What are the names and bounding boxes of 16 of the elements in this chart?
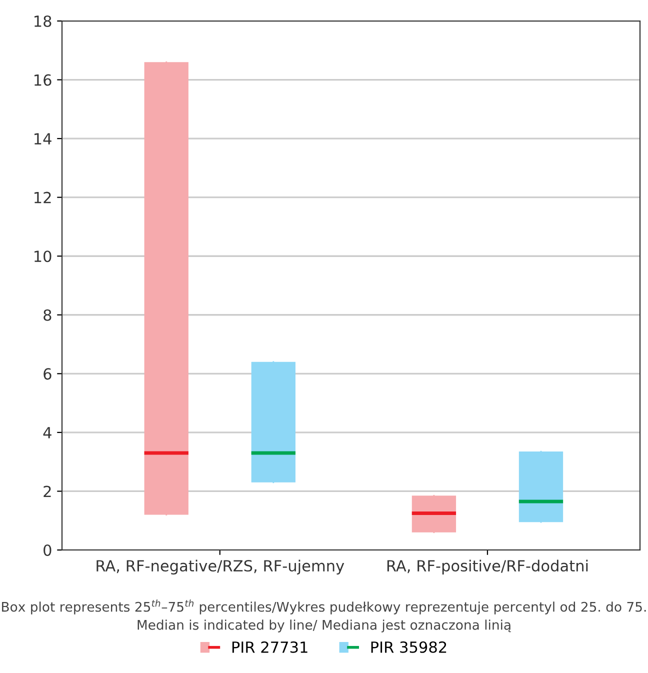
legend-label: PIR 27731 bbox=[232, 641, 308, 653]
y-tick-label: 16 bbox=[34, 74, 52, 86]
y-tick-label: 8 bbox=[44, 309, 52, 321]
legend-label: PIR 35982 bbox=[371, 641, 446, 653]
y-tick-label: 4 bbox=[43, 427, 52, 438]
y-tick-label: 6 bbox=[44, 368, 52, 380]
text: Box plot represents 25$^{th}$–75$^{th}$ percentiles/Wykres pudełkowy reprezentuje percentyl od 25. do 75. bbox=[2, 600, 646, 614]
y-tick-label: 10 bbox=[34, 250, 52, 262]
y-tick-label: 14 bbox=[34, 133, 52, 144]
y-tick-label: 12 bbox=[34, 192, 51, 204]
y-tick-label: 0 bbox=[44, 544, 52, 556]
y-tick-label: 18 bbox=[34, 15, 52, 28]
x-tick-label: RA, RF-negative/RZS, RF-ujemny bbox=[96, 560, 344, 575]
y-tick-label: 2 bbox=[44, 486, 51, 498]
x-tick-label: RA, RF-positive/RF-dodatni bbox=[387, 560, 588, 575]
text: Median is indicated by line/ Mediana jest oznaczona linią bbox=[138, 620, 511, 632]
